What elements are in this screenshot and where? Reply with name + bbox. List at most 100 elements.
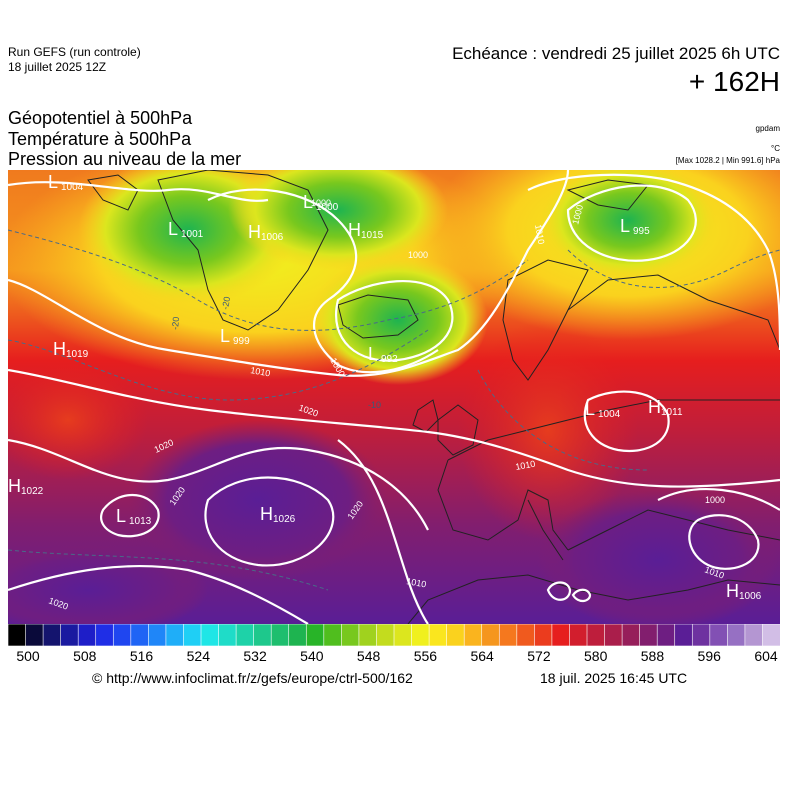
isotherm-label: -20	[220, 296, 232, 311]
svg-text:1000: 1000	[316, 202, 339, 213]
pressure-center: H 1015	[348, 220, 384, 241]
generation-time: 18 juil. 2025 16:45 UTC	[540, 670, 688, 686]
color-scale-tick-label: 516	[129, 648, 154, 664]
isobar-label: 1010	[515, 459, 536, 472]
color-scale-cell	[569, 624, 588, 646]
color-scale-tick-label: 532	[243, 648, 267, 664]
color-scale-cell	[341, 624, 360, 646]
pressure-center: L 1001	[168, 219, 204, 240]
isobar-label: 1010	[533, 224, 546, 245]
color-scale-cell	[42, 624, 62, 646]
color-scale-cell	[305, 624, 325, 646]
svg-text:1026: 1026	[273, 514, 296, 525]
pressure-center: H 1022	[8, 476, 44, 497]
color-scale-cell	[709, 624, 729, 646]
svg-text:L: L	[220, 326, 230, 346]
color-scale-tick-label: 596	[697, 648, 721, 664]
isobar-label: 1000	[705, 495, 725, 505]
weather-map: L 1004 L 1001 H 1006 L 1000 H 1015 L 995 L 999 …	[8, 170, 780, 624]
pressure-center: H 1006	[248, 222, 284, 243]
parameter-pressure: Pression au niveau de la mer	[8, 149, 242, 169]
color-scale-cell	[358, 624, 378, 646]
cold-trough-iceland	[308, 255, 488, 385]
svg-text:1004: 1004	[598, 409, 621, 420]
color-scale-cell	[604, 624, 623, 646]
color-scale-cell	[200, 624, 220, 646]
color-scale-tick-label: 572	[527, 648, 551, 664]
color-scale-cell	[77, 624, 97, 646]
svg-text:1011: 1011	[661, 407, 683, 418]
isobars	[8, 170, 780, 624]
svg-text:995: 995	[633, 226, 650, 237]
color-scale-cell	[744, 624, 764, 646]
svg-text:1015: 1015	[361, 230, 384, 241]
color-scale-cell	[218, 624, 237, 646]
pressure-center: L 1013	[116, 506, 152, 527]
color-scale-tick-label: 500	[16, 648, 40, 664]
pressure-center: L 1004	[48, 172, 84, 193]
svg-text:H: H	[348, 220, 361, 240]
color-scale-tick-label: 564	[470, 648, 494, 664]
color-scale-cell	[498, 624, 518, 646]
isobar-label: 1000	[311, 198, 331, 208]
color-scale-tick-label: 556	[413, 648, 438, 664]
svg-text:999: 999	[233, 336, 250, 347]
color-scale-cell	[95, 624, 115, 646]
svg-text:L: L	[620, 216, 630, 236]
color-scale-tick-label: 524	[186, 648, 210, 664]
svg-text:992: 992	[381, 354, 398, 365]
color-scale-tick-label: 548	[356, 648, 381, 664]
color-scale-cell	[288, 624, 308, 646]
unit-temperature: °C	[771, 144, 780, 153]
color-scale-tick-label: 580	[584, 648, 608, 664]
svg-text:1004: 1004	[61, 182, 84, 193]
color-scale-cell	[148, 624, 167, 646]
svg-text:H: H	[248, 222, 261, 242]
color-scale-cell	[8, 624, 27, 646]
color-scale-cell	[727, 624, 746, 646]
svg-text:1013: 1013	[129, 516, 152, 527]
svg-text:L: L	[585, 399, 595, 419]
lead-time: + 162H	[688, 66, 780, 97]
parameter-geopotential: Géopotentiel à 500hPa	[8, 108, 193, 128]
isobar-label: 1010	[406, 576, 427, 589]
color-scale-cell	[183, 624, 202, 646]
color-scale-tick-label: 540	[300, 648, 324, 664]
unit-pressure-range: [Max 1028.2 | Min 991.6] hPa	[675, 156, 780, 165]
svg-text:1019: 1019	[66, 349, 89, 360]
parameter-temperature: Température à 500hPa	[8, 129, 192, 149]
color-scale-cell	[762, 624, 780, 646]
color-scale-cell	[253, 624, 272, 646]
color-scale-cell	[446, 624, 465, 646]
color-scale-cell	[639, 624, 658, 646]
color-scale-cell	[516, 624, 536, 646]
color-scale-cell	[376, 624, 395, 646]
isobar-label: 1000	[408, 250, 428, 260]
color-scale-cell	[130, 624, 150, 646]
color-scale-cell	[323, 624, 343, 646]
pressure-center: H 1011	[648, 397, 683, 418]
isotherm-value-labels: -20 -20 -10	[170, 296, 381, 410]
warm-ridge-atlantic	[128, 420, 388, 580]
color-scale-cell	[270, 624, 290, 646]
color-scale-cell	[481, 624, 501, 646]
svg-text:H: H	[53, 339, 66, 359]
pressure-center: L 1000	[303, 192, 339, 213]
pressure-center: H 1019	[53, 339, 89, 360]
pressure-center-labels: L 1004 L 1001 H 1006 L 1000 H 1015 L 995 L 999 …	[8, 172, 762, 602]
color-scale-cell	[674, 624, 694, 646]
run-title: Run GEFS (run controle)	[8, 45, 141, 59]
color-scale-bar	[8, 624, 780, 646]
pressure-center: H 1026	[260, 504, 296, 525]
color-scale-cell	[656, 624, 676, 646]
color-scale-cell	[393, 624, 413, 646]
valid-time-label: Echéance : vendredi 25 juillet 2025 6h U…	[452, 44, 780, 63]
color-scale-cell	[534, 624, 553, 646]
color-scale-cell	[586, 624, 606, 646]
pressure-center: L 992	[368, 344, 398, 365]
color-scale-cell	[235, 624, 255, 646]
svg-text:L: L	[48, 172, 58, 192]
color-scale-cell	[551, 624, 571, 646]
svg-text:H: H	[648, 397, 661, 417]
svg-text:H: H	[726, 581, 739, 601]
